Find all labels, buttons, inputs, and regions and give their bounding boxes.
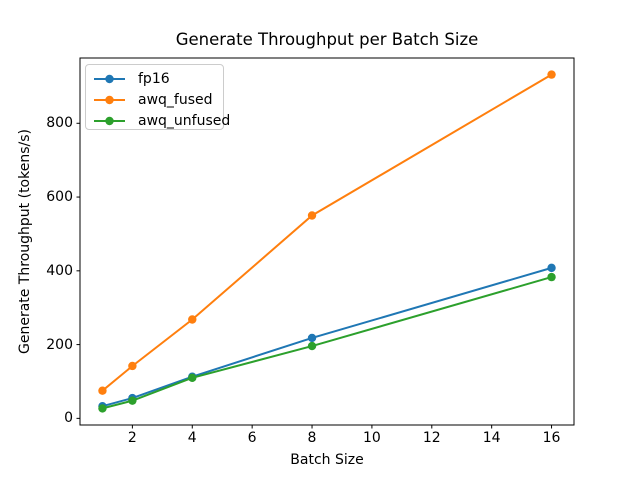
- data-point-awq_fused: [188, 315, 197, 324]
- legend-marker-icon: [105, 95, 114, 104]
- chart-title: Generate Throughput per Batch Size: [175, 30, 479, 49]
- legend-entry-fp16: fp16: [86, 68, 223, 89]
- legend-label: awq_unfused: [138, 112, 231, 129]
- data-point-awq_unfused: [188, 373, 197, 382]
- x-tick-label: 8: [307, 430, 317, 446]
- x-tick-label: 2: [127, 430, 137, 446]
- data-point-awq_fused: [547, 70, 556, 79]
- series-line-awq_unfused: [101, 276, 553, 410]
- legend-label: fp16: [138, 70, 170, 87]
- data-point-awq_unfused: [547, 272, 556, 282]
- x-tick-label: 4: [187, 430, 197, 446]
- x-tick-label: 10: [362, 430, 381, 446]
- y-tick-label: 800: [46, 115, 73, 132]
- data-point-fp16: [307, 333, 317, 343]
- legend-marker-icon: [105, 74, 114, 83]
- x-tick-label: 6: [247, 430, 257, 446]
- legend-line-sample: [94, 74, 125, 83]
- x-tick-label: 14: [482, 430, 501, 446]
- data-point-fp16: [547, 263, 556, 273]
- legend-line-sample: [94, 116, 125, 125]
- data-point-awq_fused: [128, 361, 137, 371]
- legend-entry-awq_fused: awq_fused: [86, 89, 223, 110]
- data-point-awq_unfused: [98, 404, 107, 413]
- legend-entry-awq_unfused: awq_unfused: [86, 110, 230, 131]
- x-axis-label: Batch Size: [290, 452, 364, 468]
- y-tick-label: 400: [46, 262, 73, 279]
- y-tick-label: 0: [64, 410, 73, 427]
- data-point-awq_fused: [307, 211, 317, 220]
- y-tick-label: 600: [46, 189, 73, 206]
- data-point-awq_fused: [98, 386, 107, 395]
- y-axis-label: Generate Throughput (tokens/s): [17, 129, 33, 354]
- legend-marker-icon: [105, 116, 114, 125]
- x-tick-label: 12: [422, 430, 441, 446]
- legend-label: awq_fused: [138, 91, 213, 108]
- legend-line-sample: [94, 95, 125, 104]
- x-tick-label: 16: [542, 430, 561, 446]
- axes-spines: [79, 57, 575, 426]
- data-point-awq_unfused: [128, 396, 137, 405]
- legend: fp16 awq_fused awq_unfused: [85, 64, 230, 131]
- y-tick-label: 200: [46, 336, 73, 353]
- data-point-awq_unfused: [307, 341, 317, 351]
